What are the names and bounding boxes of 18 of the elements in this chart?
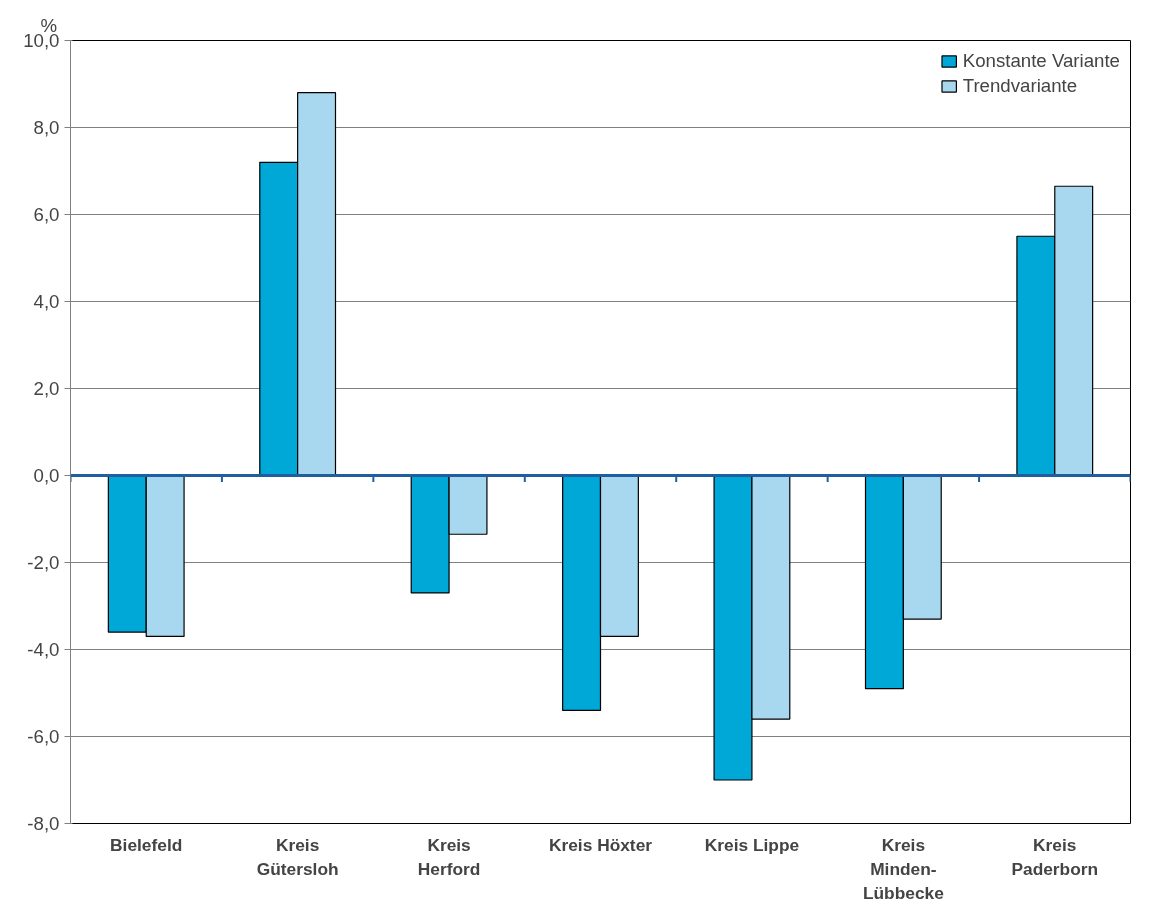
legend-label: Trendvariante [962,75,1078,97]
x-tick-label: Kreis Paderborn [1011,834,1099,879]
x-tick-label: Kreis Herford [417,834,481,879]
y-tick-label: 4,0 [33,291,60,312]
y-tick-label: 2,0 [33,378,60,399]
x-tick-label: Kreis Gütersloh [256,834,339,879]
y-tick-label: -2,0 [27,552,60,573]
x-tick-label: Kreis Minden- Lübbecke [862,834,945,903]
y-tick-label: -6,0 [27,726,60,747]
y-tick-label: -4,0 [27,639,60,660]
y-tick-label: 8,0 [33,117,60,138]
x-tick-label: Kreis Höxter [548,834,653,855]
x-tick-label: Kreis Lippe [704,834,800,855]
y-tick-label: 6,0 [33,204,60,225]
y-tick-label: -8,0 [27,813,60,834]
x-tick-label: Bielefeld [110,834,183,855]
legend-label: Konstante Variante [962,50,1120,72]
y-tick-label: 0,0 [33,465,60,486]
